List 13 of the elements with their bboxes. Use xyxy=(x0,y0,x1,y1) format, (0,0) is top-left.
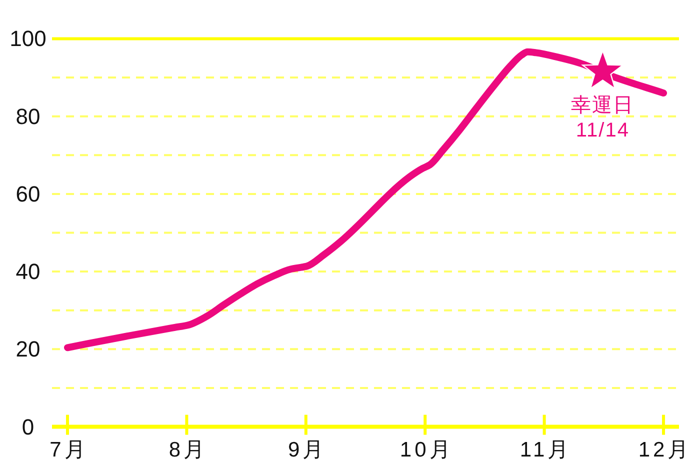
x-tick-label: 9月 xyxy=(288,438,327,462)
x-tick-label: 7月 xyxy=(50,438,88,462)
y-tick-label: 60 xyxy=(16,181,40,206)
annotation: 幸運日 11/14 xyxy=(571,94,634,142)
y-tick-label: 20 xyxy=(16,336,40,362)
y-tick-label: 0 xyxy=(22,414,34,440)
x-tick-label: 10月 xyxy=(400,438,454,462)
x-tick-label: 12月 xyxy=(638,438,692,462)
y-tick-label: 100 xyxy=(10,26,46,52)
y-tick-label: 40 xyxy=(16,259,40,284)
x-tick-label: 11月 xyxy=(520,438,572,462)
y-tick-label: 80 xyxy=(16,104,40,129)
x-tick-label: 8月 xyxy=(168,438,208,462)
